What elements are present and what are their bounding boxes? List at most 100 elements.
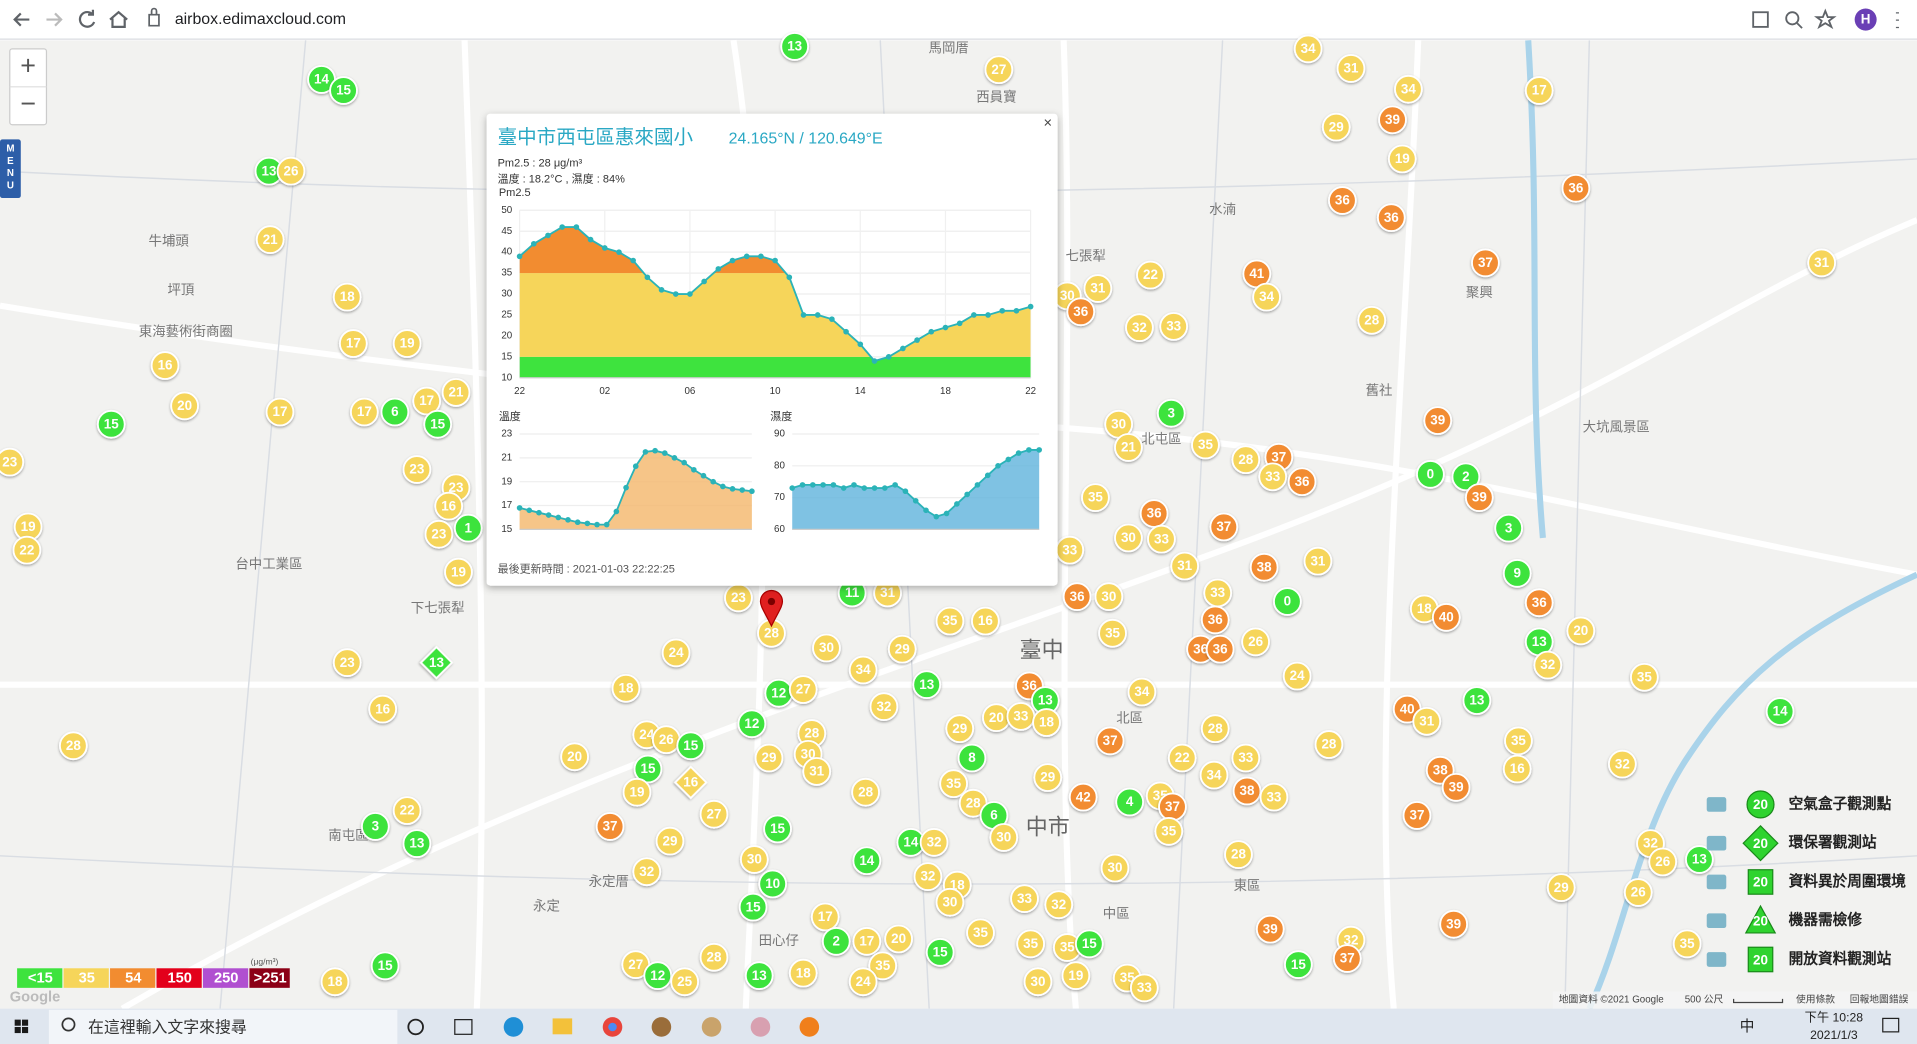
marker-value: 27	[796, 682, 811, 697]
marker-value: 32	[876, 699, 891, 714]
marker	[1321, 112, 1351, 142]
point	[555, 514, 562, 521]
point	[642, 449, 649, 455]
map-label: 中市	[1026, 815, 1070, 840]
nav-icons[interactable]	[13, 9, 128, 28]
point	[902, 488, 909, 495]
point	[830, 482, 837, 488]
terms[interactable]: 使用條款	[1796, 993, 1835, 1006]
legend-badge	[1744, 904, 1777, 934]
taskbar-apps[interactable]	[407, 1017, 820, 1037]
clock-time[interactable]: 下午 10:28	[1805, 1011, 1864, 1025]
marker	[919, 827, 949, 857]
start-button[interactable]	[14, 1019, 29, 1034]
marker-value: 13	[429, 655, 444, 670]
ime[interactable]: 中	[1740, 1018, 1755, 1035]
scale-box	[249, 968, 290, 988]
marker-value: 36	[1070, 589, 1085, 604]
aqi-unit: (μg/m³)	[251, 956, 279, 966]
point	[843, 328, 849, 335]
scale-label: 150	[167, 971, 191, 987]
marker	[611, 673, 641, 703]
point	[587, 236, 594, 243]
map-label: 中區	[1103, 906, 1130, 921]
marker-value: 35	[1161, 824, 1176, 839]
marker	[96, 409, 126, 439]
marker	[984, 55, 1014, 85]
marker	[1494, 513, 1524, 543]
map-label: 永定	[533, 899, 560, 914]
y-tick-label: 21	[501, 452, 512, 463]
marker-value: 14	[314, 72, 329, 87]
scale-label: 250	[214, 971, 238, 987]
marker-value: 19	[1068, 968, 1083, 983]
marker-value: 31	[809, 764, 824, 779]
marker-value: 31	[1177, 558, 1192, 573]
marker-value: 30	[747, 852, 762, 867]
marker-value: 17	[859, 934, 874, 949]
marker	[1252, 282, 1281, 312]
pm25-text: Pm2.5 : 28 μg/m³	[498, 158, 583, 170]
avatar-letter: H	[1861, 12, 1871, 27]
map-label: 下七張犁	[411, 600, 465, 615]
toolbar-icons[interactable]	[1752, 8, 1899, 30]
report[interactable]: 回報地圖錯誤	[1850, 993, 1909, 1006]
x-tick-label: 22	[1025, 386, 1036, 397]
point	[892, 482, 898, 488]
marker	[1502, 754, 1532, 784]
popup-title: 臺中市西屯區惠來國小	[498, 126, 694, 148]
point	[984, 472, 991, 479]
point	[729, 486, 736, 492]
search-box[interactable]	[48, 1009, 398, 1044]
legend-badge-value: 20	[1753, 836, 1768, 851]
x-tick-label: 02	[599, 386, 610, 397]
menu-tab[interactable]	[0, 139, 21, 199]
marker-value: 15	[336, 83, 351, 98]
marker	[1016, 929, 1046, 959]
marker-value: 30	[819, 640, 834, 655]
marker-value: 16	[1510, 761, 1525, 776]
marker	[1061, 961, 1091, 990]
marker-value: 28	[1238, 452, 1253, 467]
url[interactable]: airbox.edimaxcloud.com	[175, 11, 346, 28]
point	[840, 485, 847, 491]
zoom-out[interactable]: −	[20, 88, 36, 118]
zoom-in[interactable]: +	[20, 50, 36, 80]
point	[964, 491, 970, 498]
avatar[interactable]	[1854, 8, 1877, 31]
marker-value: 17	[419, 393, 434, 408]
marker	[1191, 430, 1220, 460]
marker-value: 32	[639, 864, 654, 879]
point	[1015, 450, 1022, 456]
y-tick-label: 30	[501, 289, 512, 300]
marker-value: 35	[973, 925, 988, 940]
marker	[320, 967, 350, 997]
search-icon	[61, 1017, 76, 1032]
marker	[737, 709, 767, 739]
point	[789, 485, 796, 491]
y-tick-label: 17	[501, 500, 512, 511]
marker-value: 33	[1266, 789, 1281, 804]
point	[800, 312, 807, 318]
y-tick-label: 45	[501, 226, 512, 237]
marker-value: 15	[770, 821, 785, 836]
point	[1027, 303, 1034, 310]
marker-value: 37	[1103, 733, 1118, 748]
x-tick-label: 14	[855, 386, 866, 397]
marker	[738, 892, 768, 922]
point	[516, 505, 523, 511]
marker-value: 35	[1637, 669, 1652, 684]
marker-value: 16	[375, 701, 390, 716]
legend-label: 開放資料觀測站	[1789, 949, 1892, 967]
point	[671, 455, 678, 461]
popup-close[interactable]: ×	[1043, 115, 1052, 131]
scale-box	[17, 968, 63, 988]
clock-date[interactable]: 2021/1/3	[1810, 1028, 1858, 1042]
marker	[821, 927, 851, 956]
map-label: 北區	[1116, 710, 1143, 725]
notification-icon[interactable]	[1882, 1017, 1900, 1033]
point	[943, 510, 950, 517]
marker	[1224, 840, 1253, 869]
marker-value: 34	[1259, 289, 1274, 304]
chart-title: 溫度	[499, 409, 521, 423]
